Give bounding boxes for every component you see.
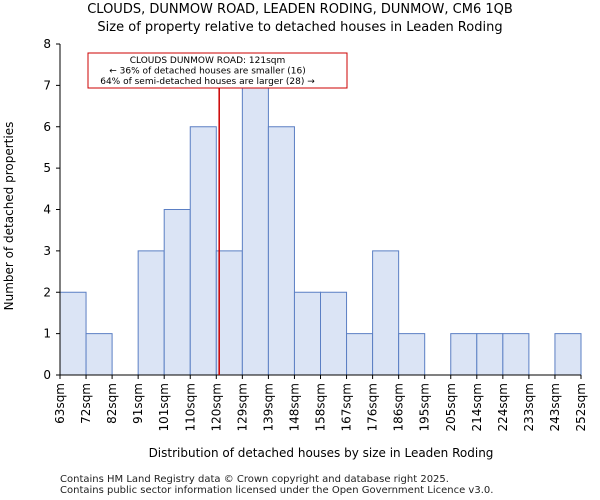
footer-copyright: Contains HM Land Registry data © Crown c… <box>60 474 449 485</box>
x-tick-label-63sqm: 63sqm <box>53 383 67 424</box>
annotation-line-1: CLOUDS DUNMOW ROAD: 121sqm <box>130 56 286 66</box>
bar-129sqm <box>241 84 269 376</box>
y-tick-label-5: 5 <box>43 161 51 175</box>
y-tick-label-0: 0 <box>43 368 51 382</box>
x-tick-label-186sqm: 186sqm <box>392 383 406 431</box>
x-tick-label-205sqm: 205sqm <box>444 383 458 431</box>
x-tick-label-224sqm: 224sqm <box>496 383 510 431</box>
bar-148sqm <box>293 291 322 376</box>
x-tick-label-243sqm: 243sqm <box>548 383 562 431</box>
bar-110sqm <box>189 126 217 376</box>
bar-205sqm <box>450 333 478 376</box>
bar-139sqm <box>267 126 295 376</box>
y-tick-label-7: 7 <box>43 78 51 92</box>
annotation-line-2: ← 36% of detached houses are smaller (16… <box>109 67 306 77</box>
bar-91sqm <box>137 250 165 376</box>
y-tick-label-1: 1 <box>43 327 51 341</box>
x-tick-label-72sqm: 72sqm <box>79 383 93 424</box>
bar-158sqm <box>320 291 348 376</box>
x-axis-label: Distribution of detached houses by size … <box>149 446 494 460</box>
bar-101sqm <box>163 209 191 376</box>
y-tick-label-4: 4 <box>43 203 51 217</box>
bar-243sqm <box>554 333 582 376</box>
property-marker-group: CLOUDS DUNMOW ROAD: 121sqm← 36% of detac… <box>87 52 348 375</box>
bar-120sqm <box>215 250 243 376</box>
bar-214sqm <box>476 333 504 376</box>
bar-176sqm <box>372 250 400 376</box>
y-axis-label: Number of detached properties <box>2 122 16 311</box>
x-tick-label-139sqm: 139sqm <box>261 383 275 431</box>
x-tick-label-101sqm: 101sqm <box>157 383 171 431</box>
footer-licence: Contains public sector information licen… <box>60 485 494 496</box>
x-tick-label-120sqm: 120sqm <box>209 383 223 431</box>
y-tick-label-6: 6 <box>43 120 51 134</box>
annotation-box <box>87 52 348 89</box>
y-tick-label-8: 8 <box>43 37 51 51</box>
bar-186sqm <box>398 333 426 376</box>
x-tick-label-91sqm: 91sqm <box>131 383 145 424</box>
y-tick-label-2: 2 <box>43 285 51 299</box>
bar-224sqm <box>502 333 530 376</box>
bar-167sqm <box>346 333 374 376</box>
x-tick-label-195sqm: 195sqm <box>418 383 432 431</box>
y-tick-label-3: 3 <box>43 244 51 258</box>
bar-63sqm <box>59 291 87 376</box>
x-tick-label-167sqm: 167sqm <box>340 383 354 431</box>
bar-72sqm <box>85 333 113 376</box>
x-tick-label-233sqm: 233sqm <box>522 383 536 431</box>
x-tick-label-252sqm: 252sqm <box>574 383 588 431</box>
x-tick-label-214sqm: 214sqm <box>470 383 484 431</box>
x-tick-label-82sqm: 82sqm <box>105 383 119 424</box>
x-tick-label-110sqm: 110sqm <box>183 383 197 431</box>
annotation-line-3: 64% of semi-detached houses are larger (… <box>100 77 315 87</box>
bars-group <box>59 84 582 376</box>
x-tick-label-158sqm: 158sqm <box>314 383 328 431</box>
axes-group: 0 1 2 3 4 5 6 7 8 63sqm 72sqm 82sqm 91sqm 101sqm 110sq… <box>43 37 588 431</box>
chart-title: CLOUDS, DUNMOW ROAD, LEADEN RODING, DUNM… <box>87 2 513 17</box>
chart-subtitle: Size of property relative to detached ho… <box>97 20 503 35</box>
x-tick-label-148sqm: 148sqm <box>287 383 301 431</box>
x-tick-label-176sqm: 176sqm <box>366 383 380 431</box>
x-tick-label-129sqm: 129sqm <box>235 383 249 431</box>
